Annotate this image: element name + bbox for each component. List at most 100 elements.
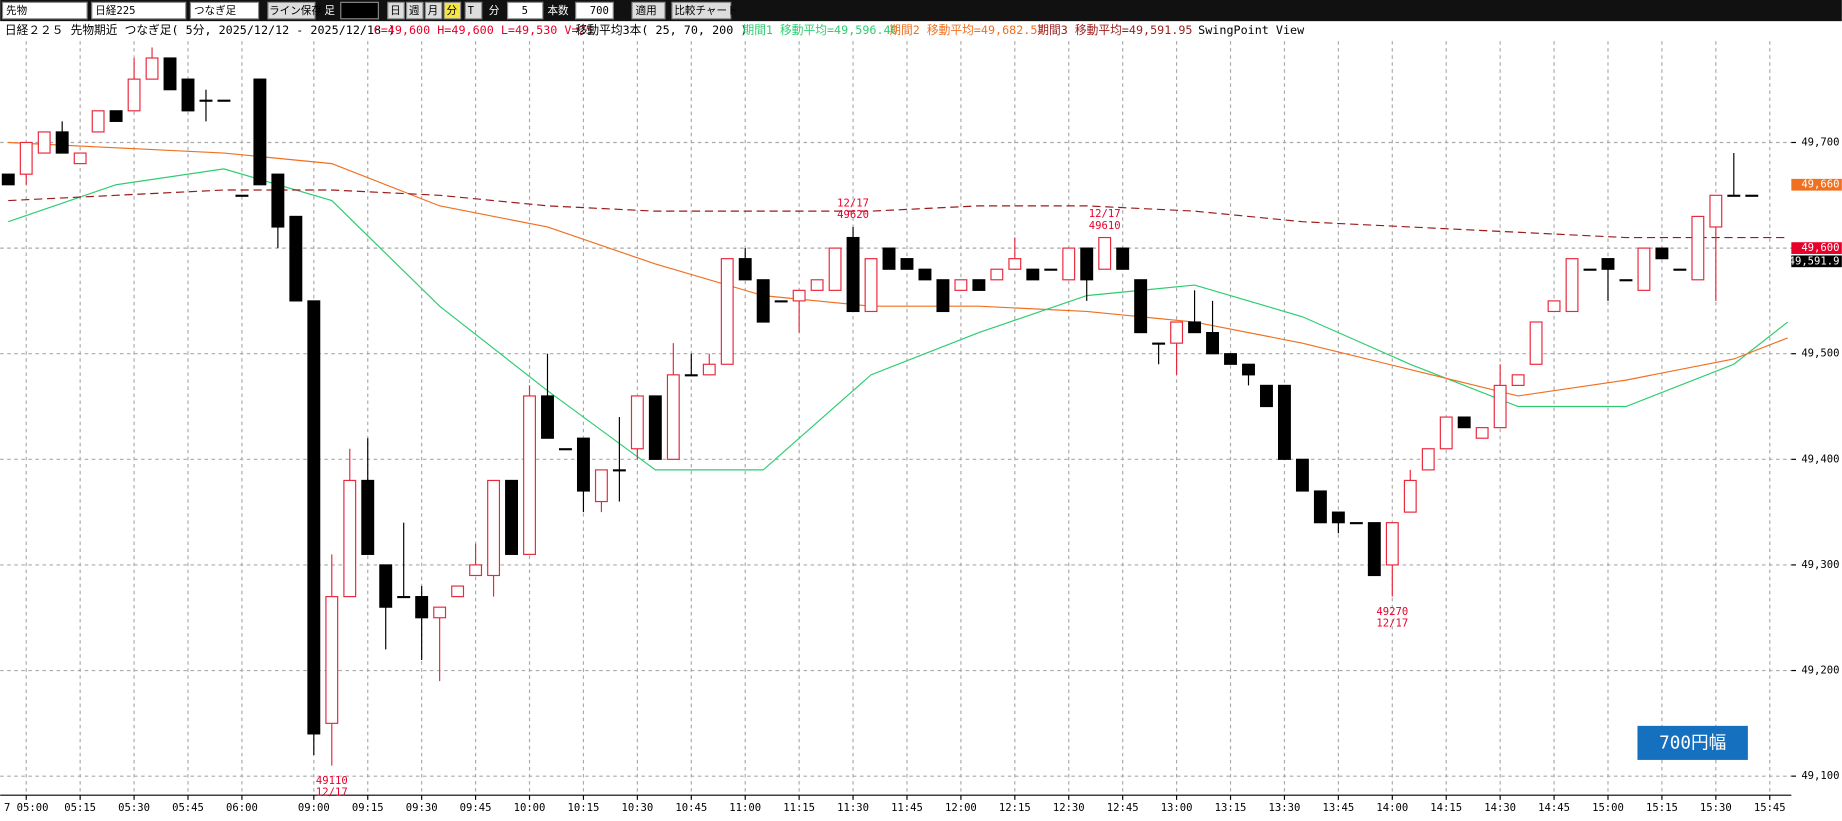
- candle-body: [630, 395, 644, 450]
- interval-input-box[interactable]: [506, 1, 544, 20]
- save-button[interactable]: ライン保存: [269, 4, 322, 17]
- candle-body: [199, 99, 213, 102]
- candle-body: [810, 279, 824, 291]
- candle-body: [307, 300, 321, 735]
- period-button[interactable]: [424, 1, 443, 20]
- symbol-select[interactable]: 先物: [6, 4, 28, 17]
- y-tick-label: 49,500: [1801, 348, 1839, 360]
- x-tick-label: 13:00: [1161, 802, 1193, 814]
- candle-body: [1529, 321, 1543, 365]
- color-box[interactable]: [340, 1, 379, 20]
- x-tick-label: 14:30: [1484, 802, 1516, 814]
- y-tick-label: 49,200: [1801, 665, 1839, 677]
- candle-body: [1691, 215, 1705, 281]
- candle-body: [253, 78, 267, 186]
- candle-body: [1206, 332, 1220, 355]
- candle-body: [774, 300, 788, 303]
- candle-body: [1188, 321, 1202, 334]
- candle-body: [451, 585, 465, 598]
- candle-body: [1457, 416, 1471, 429]
- swing-date: 12/17: [316, 787, 348, 799]
- bar-type-select[interactable]: つなぎ足: [194, 4, 237, 17]
- candle-body: [505, 479, 519, 555]
- candle-body: [19, 141, 33, 175]
- apply-button-box[interactable]: [631, 1, 666, 20]
- candle-body: [1475, 427, 1489, 439]
- candle-body: [1044, 268, 1058, 271]
- candle-body: [1583, 268, 1597, 271]
- x-tick-label: 15:45: [1754, 802, 1786, 814]
- candle-body: [576, 437, 590, 492]
- period-button-label[interactable]: 分: [446, 5, 457, 17]
- x-tick-label: 7 05:00: [4, 802, 49, 814]
- period-button-label[interactable]: 月: [428, 5, 439, 17]
- period-button[interactable]: [405, 1, 424, 20]
- x-tick-label: 09:00: [298, 802, 330, 814]
- candle-body: [1098, 236, 1112, 270]
- y-tick-label: 49,700: [1801, 136, 1839, 148]
- candle-body: [1385, 522, 1399, 566]
- save-button-box[interactable]: [267, 1, 316, 20]
- candle-body: [972, 279, 986, 291]
- x-tick-label: 15:00: [1592, 802, 1624, 814]
- candle-body: [1080, 247, 1094, 281]
- index-select-box[interactable]: [91, 1, 187, 20]
- count-label: 本数: [547, 4, 569, 17]
- candle-body: [936, 279, 950, 313]
- candle-body: [1655, 247, 1669, 260]
- x-tick-label: 09:30: [406, 802, 438, 814]
- candle-body: [1, 173, 15, 186]
- candle-body: [145, 57, 159, 80]
- candle-body: [1313, 490, 1327, 524]
- y-tick-label: 49,400: [1801, 453, 1839, 465]
- header-ohlcv: C=49,600 H=49,600 L=49,530 V=25: [374, 23, 593, 37]
- period-button[interactable]: [464, 1, 483, 20]
- count-input-box[interactable]: [575, 1, 614, 20]
- range-button[interactable]: [1637, 725, 1748, 760]
- x-tick-label: 10:00: [514, 802, 546, 814]
- x-tick-label: 09:45: [460, 802, 492, 814]
- period-button-label[interactable]: 週: [409, 5, 420, 17]
- period-button-label[interactable]: 日: [390, 5, 401, 17]
- candle-body: [379, 564, 393, 608]
- candle-body: [1062, 247, 1076, 281]
- candle-body: [325, 596, 339, 724]
- candle-body: [235, 194, 249, 197]
- candle-body: [289, 215, 303, 302]
- price-marker-label: 49,660: [1801, 179, 1839, 191]
- candle-body: [1745, 194, 1759, 197]
- x-tick-label: 12:30: [1053, 802, 1085, 814]
- candle-body: [1008, 258, 1022, 270]
- candle-body: [756, 279, 770, 323]
- candle-body: [55, 131, 69, 154]
- candle-body: [343, 479, 357, 598]
- x-tick-label: 15:15: [1646, 802, 1678, 814]
- period-button[interactable]: [387, 1, 405, 20]
- candle-body: [1709, 194, 1723, 228]
- count-input[interactable]: 700: [590, 5, 609, 17]
- candle-body: [882, 247, 896, 270]
- price-marker: [1791, 242, 1842, 254]
- toolbar-items: 先物 日経225 つなぎ足 ライン保存足日週月分 T 分 5 本数 700 適用 比較チャート: [1, 1, 738, 20]
- range-button-label[interactable]: 700円幅: [1659, 733, 1726, 753]
- candle-body: [1547, 300, 1561, 313]
- period-button-label[interactable]: T: [468, 5, 475, 17]
- candle-body: [1439, 416, 1453, 450]
- x-tick-label: 10:30: [621, 802, 653, 814]
- candle-body: [1242, 363, 1255, 376]
- symbol-select-box[interactable]: [1, 1, 88, 20]
- candle-body: [109, 110, 123, 122]
- compare-button[interactable]: 比較チャート: [674, 4, 737, 17]
- y-tick-label: 49,300: [1801, 559, 1839, 571]
- period-button[interactable]: [443, 1, 462, 20]
- apply-button[interactable]: 適用: [636, 4, 657, 17]
- swing-price: 49610: [1089, 220, 1121, 232]
- swing-price: 49270: [1376, 606, 1408, 618]
- index-select[interactable]: 日経225: [95, 4, 135, 17]
- x-tick-label: 12:45: [1107, 802, 1139, 814]
- interval-input[interactable]: 5: [522, 5, 528, 17]
- candle-body: [1421, 448, 1435, 471]
- compare-button-box[interactable]: [671, 1, 732, 20]
- bar-type-select-box[interactable]: [189, 1, 260, 20]
